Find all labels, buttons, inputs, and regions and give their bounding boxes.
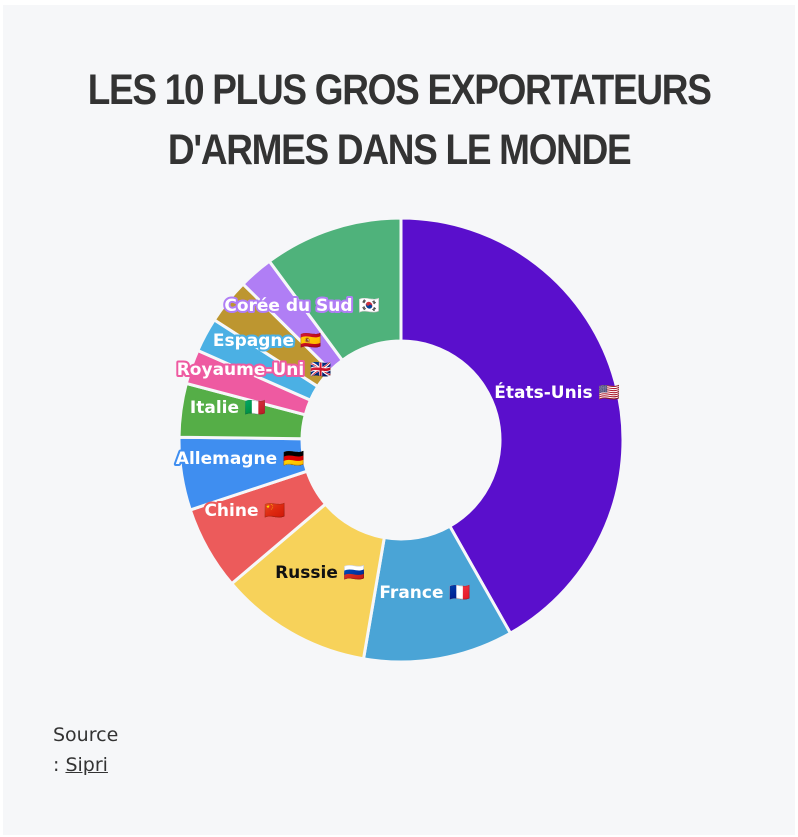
slice-label: Russie 🇷🇺: [275, 563, 365, 583]
slice-label: Royaume-Uni 🇬🇧: [177, 360, 332, 380]
source-link-sipri[interactable]: Sipri: [65, 754, 108, 776]
chart-title: LES 10 PLUS GROS EXPORTATEURS D'ARMES DA…: [56, 60, 742, 180]
slice-label: Italie 🇮🇹: [190, 398, 266, 418]
chart-card: [3, 5, 795, 835]
source-label: Source: [53, 724, 119, 746]
chart-title-line-1: LES 10 PLUS GROS EXPORTATEURS: [87, 66, 712, 114]
slice-label: Chine 🇨🇳: [204, 501, 285, 521]
chart-title-line-2: D'ARMES DANS LE MONDE: [167, 126, 632, 174]
slice-label: Corée du Sud 🇰🇷: [224, 296, 379, 316]
slice-unlabeled-10[interactable]: [267, 216, 403, 362]
slice-label: États-Unis 🇺🇸: [494, 381, 619, 403]
slice-label: France 🇫🇷: [379, 583, 470, 603]
source-note: Source : Sipri: [53, 720, 118, 780]
slice--tats-unis[interactable]: [399, 216, 625, 635]
slice-label: Allemagne 🇩🇪: [176, 449, 304, 469]
slice-label: Espagne 🇪🇸: [213, 331, 321, 351]
source-separator: :: [53, 754, 66, 776]
